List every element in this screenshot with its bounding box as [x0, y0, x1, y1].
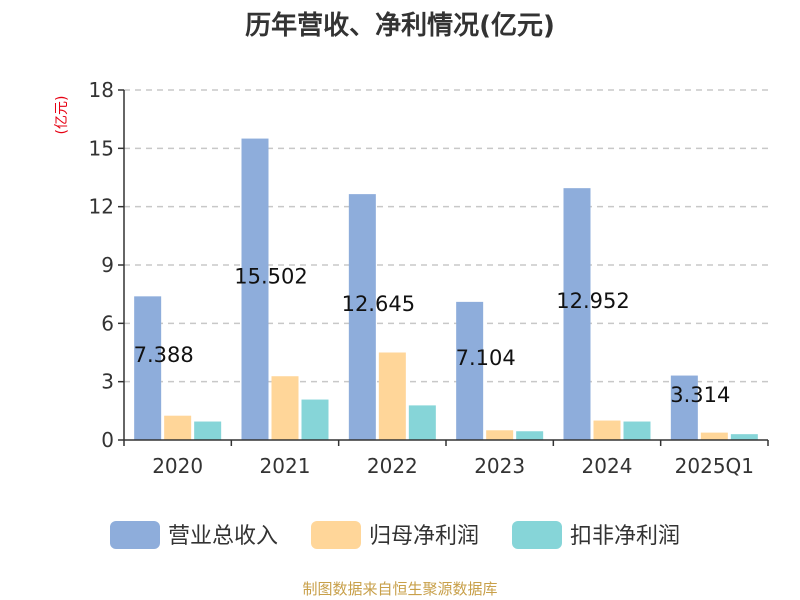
y-tick-label: 9 [101, 253, 114, 277]
bar-revenue [670, 375, 698, 440]
data-label: 3.314 [670, 383, 730, 407]
grid-lines [124, 89, 768, 383]
legend-swatch [110, 521, 160, 549]
bar-revenue [241, 138, 269, 441]
bar-revenue [563, 188, 591, 440]
data-label: 7.388 [134, 343, 194, 367]
bar-revenue [456, 301, 484, 440]
legend-swatch [512, 521, 562, 549]
x-tick-label: 2024 [582, 454, 633, 478]
data-label: 12.952 [556, 289, 629, 313]
x-tick-label: 2025Q1 [675, 454, 754, 478]
legend-label: 营业总收入 [168, 524, 278, 549]
x-tick-label: 2023 [474, 454, 525, 478]
bars [134, 138, 758, 441]
chart-title: 历年营收、净利情况(亿元) [245, 10, 555, 41]
y-tick-label: 0 [101, 428, 114, 452]
legend-label: 归母净利润 [369, 524, 479, 549]
bar-deducted-net-profit [194, 421, 222, 440]
bar-net-profit [164, 415, 192, 440]
legend: 营业总收入 归母净利润 扣非净利润 [110, 521, 680, 549]
legend-label: 扣非净利润 [570, 524, 680, 549]
source-note: 制图数据来自恒生聚源数据库 [302, 580, 497, 598]
x-tick-label: 2020 [152, 454, 203, 478]
y-tick-label: 6 [101, 311, 114, 335]
data-label: 15.502 [234, 264, 307, 288]
bar-deducted-net-profit [730, 434, 758, 440]
x-tick-label: 2021 [260, 454, 311, 478]
y-tick-label: 12 [89, 195, 114, 219]
bar-net-profit [593, 420, 621, 440]
legend-swatch [311, 521, 361, 549]
data-labels: 7.388 15.502 12.645 7.104 12.952 3.314 [134, 264, 731, 406]
bar-net-profit [271, 376, 299, 440]
bar-net-profit [700, 432, 728, 440]
y-tick-label: 18 [89, 78, 114, 102]
bar-deducted-net-profit [623, 421, 651, 440]
x-tick-label: 2022 [367, 454, 418, 478]
bar-revenue [348, 194, 376, 440]
data-label: 12.645 [342, 292, 415, 316]
bar-net-profit [378, 352, 406, 440]
bar-deducted-net-profit [301, 399, 329, 440]
y-tick-label: 15 [89, 136, 114, 160]
bar-deducted-net-profit [408, 405, 436, 440]
bar-net-profit [486, 430, 514, 440]
y-axis-label: (亿元) [54, 96, 70, 135]
bar-revenue [134, 296, 162, 440]
y-tick-label: 3 [101, 370, 114, 394]
axes: 0 3 6 9 12 15 18 2020 2021 2022 2023 2024 2025Q1 [89, 78, 769, 478]
bar-deducted-net-profit [516, 431, 544, 440]
data-label: 7.104 [456, 346, 516, 370]
